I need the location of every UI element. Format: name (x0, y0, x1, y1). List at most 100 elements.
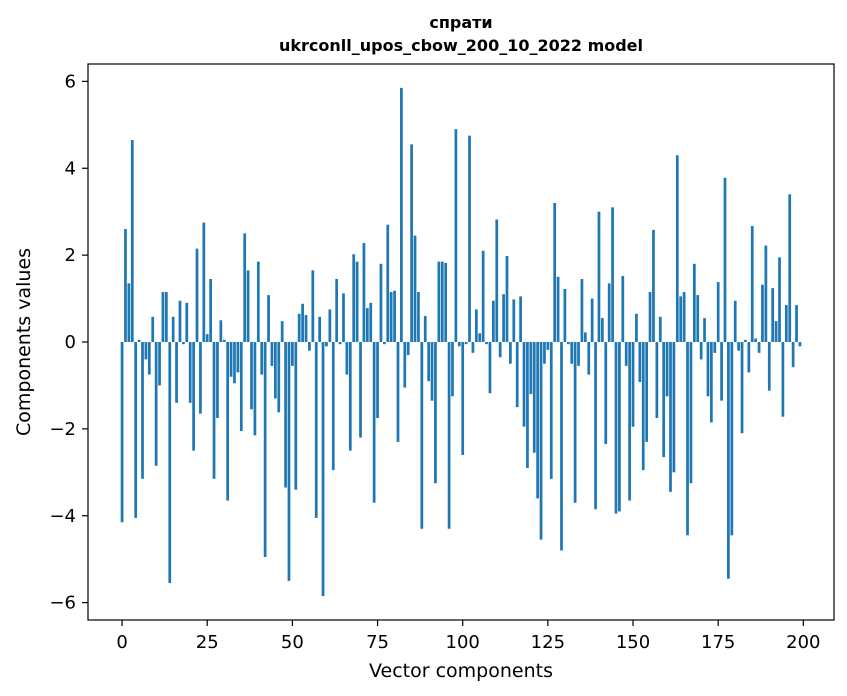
bar-115 (512, 299, 516, 342)
bar-52 (297, 313, 301, 342)
x-tick-label: 200 (786, 632, 820, 653)
bar-111 (498, 342, 502, 358)
bar-63 (335, 279, 339, 342)
bar-127 (553, 203, 557, 342)
x-tick-label: 175 (701, 632, 735, 653)
bar-159 (662, 342, 666, 458)
bar-25 (205, 334, 209, 342)
bar-117 (519, 296, 522, 342)
bar-81 (396, 342, 400, 442)
bar-113 (505, 255, 509, 342)
bar-141 (601, 318, 604, 342)
y-axis-label: Components values (13, 248, 35, 436)
x-tick-label: 25 (196, 632, 219, 653)
bar-181 (737, 342, 740, 351)
bar-131 (566, 342, 570, 345)
bar-76 (379, 263, 383, 342)
bar-177 (723, 177, 727, 342)
bar-19 (185, 302, 189, 342)
bar-4 (134, 342, 138, 518)
bar-27 (212, 342, 216, 479)
bar-49 (287, 342, 291, 581)
bar-82 (400, 87, 403, 342)
bar-14 (168, 342, 172, 584)
bar-41 (260, 342, 264, 375)
plot-frame (87, 63, 835, 621)
x-axis-ticks: 0 25 50 75 100 125 150 175 200 (116, 620, 821, 653)
bar-128 (556, 276, 560, 342)
bar-148 (624, 342, 628, 366)
bar-120 (529, 342, 533, 395)
bar-179 (730, 342, 734, 536)
bar-91 (430, 342, 434, 401)
bar-9 (151, 316, 155, 342)
bar-192 (774, 321, 778, 342)
bar-16 (175, 342, 178, 403)
bar-194 (781, 342, 785, 417)
bar-86 (413, 235, 417, 342)
bar-40 (256, 261, 260, 342)
chart-title: спрати (429, 13, 492, 32)
bar-135 (580, 279, 584, 342)
bar-145 (614, 342, 618, 514)
bar-6 (141, 342, 144, 479)
bar-149 (628, 342, 631, 501)
x-tick-label: 50 (281, 632, 304, 653)
bar-103 (471, 342, 475, 353)
bar-182 (740, 342, 744, 434)
chart-subtitle: ukrconll_upos_cbow_200_10_2022 model (279, 36, 643, 55)
bar-13 (164, 292, 168, 342)
bar-169 (696, 295, 700, 342)
bar-155 (648, 292, 652, 342)
bar-38 (250, 342, 253, 410)
bar-87 (417, 292, 420, 342)
bar-96 (447, 342, 451, 529)
bar-62 (331, 342, 335, 471)
x-tick-label: 0 (116, 632, 127, 653)
bar-176 (720, 342, 723, 401)
bar-61 (328, 309, 332, 342)
bar-21 (192, 342, 195, 451)
bar-172 (706, 342, 710, 397)
bar-50 (291, 342, 294, 366)
bar-42 (263, 342, 267, 558)
y-tick-label: 0 (65, 332, 76, 353)
bar-31 (226, 342, 230, 501)
bar-186 (754, 338, 758, 342)
x-tick-label: 125 (531, 632, 565, 653)
bar-98 (454, 129, 458, 342)
y-tick-label: −6 (49, 593, 76, 614)
bar-24 (202, 222, 206, 342)
bar-0 (120, 342, 124, 523)
bar-133 (573, 342, 577, 503)
bar-58 (318, 316, 321, 342)
bar-12 (161, 292, 165, 342)
bar-187 (757, 342, 761, 353)
bar-69 (355, 261, 359, 342)
bar-199 (798, 342, 802, 347)
bar-153 (641, 342, 645, 471)
bar-105 (478, 333, 482, 342)
bar-122 (536, 342, 540, 499)
bar-139 (594, 342, 597, 510)
bar-157 (655, 342, 659, 419)
bar-138 (590, 298, 594, 342)
bar-60 (325, 342, 328, 347)
bar-88 (420, 342, 424, 529)
bar-109 (492, 300, 495, 342)
bar-134 (577, 342, 580, 366)
bar-26 (209, 279, 212, 342)
bar-95 (444, 262, 448, 342)
bar-100 (461, 342, 465, 455)
bar-154 (645, 342, 649, 442)
bar-190 (767, 342, 771, 391)
bar-30 (222, 339, 226, 342)
bar-114 (509, 342, 512, 364)
bar-171 (703, 318, 706, 342)
bar-132 (570, 342, 574, 364)
bar-66 (345, 342, 349, 375)
bar-3 (130, 140, 134, 342)
bar-29 (219, 320, 223, 342)
bar-130 (563, 289, 567, 342)
